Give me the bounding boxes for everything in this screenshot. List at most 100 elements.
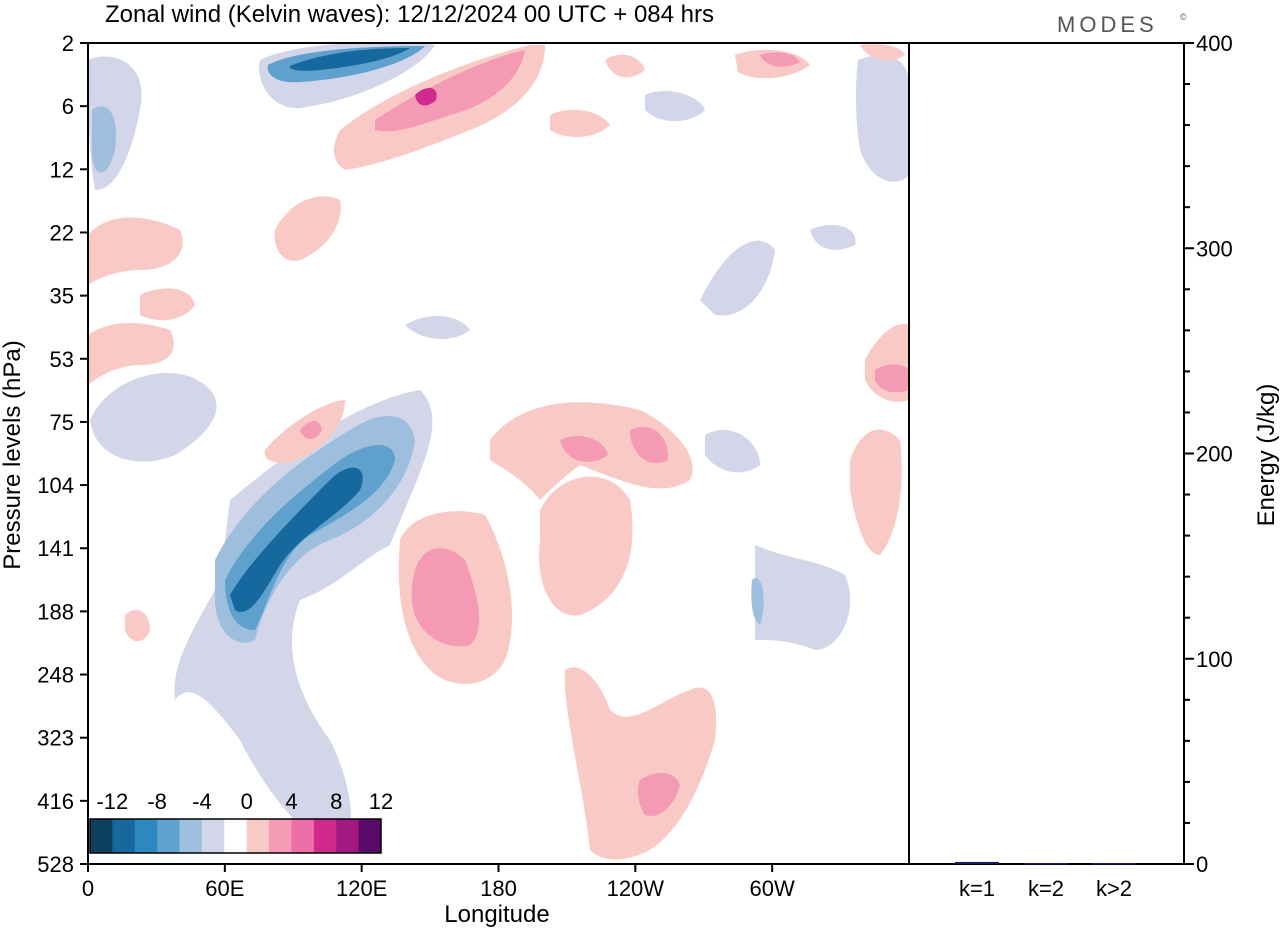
colorbar-swatch bbox=[157, 819, 181, 853]
x-tick-label: 0 bbox=[82, 876, 94, 901]
x-tick-label: 120E bbox=[336, 876, 387, 901]
x-tick-label: 180 bbox=[480, 876, 517, 901]
energy-frame bbox=[908, 42, 1185, 865]
positive-wind-region bbox=[415, 88, 437, 106]
colorbar-swatch bbox=[291, 819, 315, 853]
contour-field bbox=[88, 43, 909, 860]
negative-wind-region bbox=[92, 106, 116, 173]
energy-bar bbox=[955, 861, 999, 864]
positive-wind-region bbox=[760, 52, 800, 67]
y-tick-label: 104 bbox=[37, 473, 74, 498]
positive-wind-region bbox=[875, 364, 909, 393]
positive-wind-region bbox=[300, 421, 322, 439]
colorbar-swatch bbox=[179, 819, 203, 853]
positive-wind-region bbox=[125, 610, 150, 642]
negative-wind-region bbox=[90, 372, 217, 462]
energy-category-label: k=1 bbox=[959, 876, 995, 901]
negative-wind-region bbox=[230, 467, 363, 612]
energy-bars bbox=[955, 861, 1136, 865]
energy-bar bbox=[1092, 862, 1136, 865]
energy-tick-label: 100 bbox=[1196, 647, 1233, 672]
positive-wind-region bbox=[637, 773, 680, 816]
positive-wind-region bbox=[140, 288, 195, 321]
x-axis-label: Longitude bbox=[444, 901, 549, 928]
pressure-axis: 2 6 12 22 35 53 75 104 141 188 248 323 416 528 bbox=[37, 31, 88, 877]
colorbar-tick-label: 12 bbox=[369, 789, 393, 814]
colorbar-swatch bbox=[112, 819, 136, 853]
brand-logo: MODES bbox=[1057, 12, 1158, 37]
energy-axis: 0 100 200 300 400 bbox=[1184, 31, 1233, 877]
y-tick-label: 416 bbox=[37, 789, 74, 814]
y-tick-label: 6 bbox=[62, 94, 74, 119]
wavenumber-axis: k=1 k=2 k>2 bbox=[959, 876, 1132, 901]
y-tick-label: 188 bbox=[37, 599, 74, 624]
colorbar-swatch bbox=[201, 819, 225, 853]
negative-wind-region bbox=[855, 55, 909, 182]
y-tick-label: 323 bbox=[37, 726, 74, 751]
y-tick-label: 2 bbox=[62, 31, 74, 56]
energy-axis-label: Energy (J/kg) bbox=[1253, 384, 1280, 527]
negative-wind-region bbox=[700, 240, 775, 316]
energy-tick-label: 0 bbox=[1196, 852, 1208, 877]
colorbar-frame bbox=[89, 818, 382, 854]
y-tick-label: 141 bbox=[37, 536, 74, 561]
colorbar-swatch bbox=[358, 819, 382, 853]
colorbar-tick-label: -12 bbox=[96, 789, 128, 814]
colorbar-swatch bbox=[313, 819, 337, 853]
colorbar: -12 -8 -4 0 4 8 12 bbox=[89, 789, 393, 854]
y-tick-label: 22 bbox=[50, 220, 74, 245]
negative-wind-region bbox=[405, 315, 470, 340]
colorbar-tick-label: -8 bbox=[147, 789, 167, 814]
energy-tick-label: 300 bbox=[1196, 236, 1233, 261]
negative-wind-region bbox=[755, 545, 851, 650]
positive-wind-region bbox=[88, 323, 174, 385]
positive-wind-region bbox=[630, 426, 669, 464]
energy-bar bbox=[1024, 862, 1068, 865]
heatmap-panel: 2 6 12 22 35 53 75 104 141 188 248 323 416 528 0 60E 12… bbox=[0, 31, 910, 928]
y-tick-label: 53 bbox=[50, 347, 74, 372]
x-tick-label: 120W bbox=[607, 876, 665, 901]
positive-wind-region bbox=[274, 196, 341, 261]
energy-category-label: k>2 bbox=[1096, 876, 1132, 901]
colorbar-tick-label: 0 bbox=[241, 789, 253, 814]
y-tick-label: 528 bbox=[37, 852, 74, 877]
negative-wind-region bbox=[705, 429, 760, 473]
colorbar-tick-label: -4 bbox=[192, 789, 212, 814]
positive-wind-region bbox=[550, 109, 610, 137]
colorbar-tick-label: 8 bbox=[330, 789, 342, 814]
negative-wind-region bbox=[645, 90, 705, 122]
colorbar-swatch bbox=[224, 819, 248, 853]
energy-tick-label: 200 bbox=[1196, 442, 1233, 467]
positive-wind-region bbox=[565, 667, 717, 860]
colorbar-swatch bbox=[90, 819, 113, 853]
y-tick-label: 75 bbox=[50, 410, 74, 435]
colorbar-swatch bbox=[134, 819, 158, 853]
negative-wind-region bbox=[810, 225, 856, 250]
brand-mark: © bbox=[1180, 12, 1187, 22]
x-tick-label: 60W bbox=[750, 876, 795, 901]
y-tick-label: 248 bbox=[37, 663, 74, 688]
positive-wind-region bbox=[375, 50, 525, 132]
positive-wind-region bbox=[850, 429, 902, 555]
positive-wind-region bbox=[88, 217, 183, 285]
y-tick-label: 12 bbox=[50, 157, 74, 182]
negative-wind-region bbox=[751, 578, 764, 625]
energy-category-label: k=2 bbox=[1028, 876, 1064, 901]
colorbar-swatch bbox=[246, 819, 270, 853]
colorbar-swatch bbox=[269, 819, 292, 853]
negative-wind-region bbox=[289, 48, 410, 71]
positive-wind-region bbox=[411, 548, 480, 647]
positive-wind-region bbox=[605, 54, 645, 78]
energy-tick-label: 400 bbox=[1196, 31, 1233, 56]
positive-wind-region bbox=[539, 476, 633, 616]
energy-bar-panel: 0 100 200 300 400 k=1 k=2 k>2 Energy (J/kg) bbox=[908, 31, 1280, 901]
chart-title: Zonal wind (Kelvin waves): 12/12/2024 00… bbox=[105, 1, 714, 28]
y-tick-label: 35 bbox=[50, 284, 74, 309]
positive-wind-region bbox=[860, 44, 905, 61]
y-axis-label: Pressure levels (hPa) bbox=[0, 340, 26, 569]
positive-wind-region bbox=[560, 435, 608, 462]
longitude-axis: 0 60E 120E 180 120W 60W bbox=[82, 864, 795, 901]
colorbar-tick-label: 4 bbox=[285, 789, 297, 814]
x-tick-label: 60E bbox=[205, 876, 244, 901]
